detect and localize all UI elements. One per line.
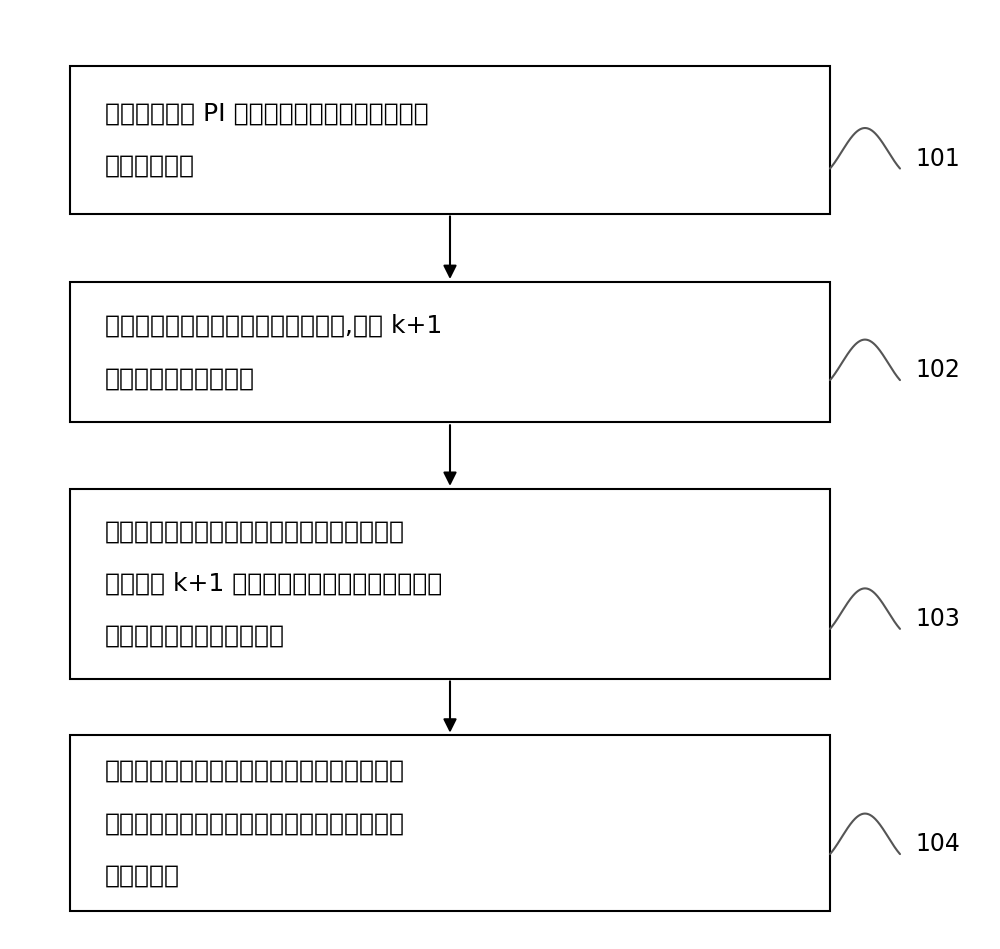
Text: 时刻的定子磁链和转矩: 时刻的定子磁链和转矩 bbox=[105, 366, 255, 390]
Text: 103: 103 bbox=[915, 607, 960, 631]
Text: 成最优候选电压矢量，构建逆变器每个开关管: 成最优候选电压矢量，构建逆变器每个开关管 bbox=[105, 811, 405, 835]
Bar bbox=[70, 66, 830, 214]
Text: 的驱动信号: 的驱动信号 bbox=[105, 864, 180, 887]
Text: 链目标函数和转矩目标函数: 链目标函数和转矩目标函数 bbox=[105, 623, 285, 648]
Text: 磁链幅值指令: 磁链幅值指令 bbox=[105, 154, 195, 178]
Text: 到的预测 k+1 时刻的定子磁链和转矩，构造磁: 到的预测 k+1 时刻的定子磁链和转矩，构造磁 bbox=[105, 571, 442, 596]
Text: 104: 104 bbox=[915, 832, 960, 856]
Text: 根据计算得到的定子磁链和定子电流,预测 k+1: 根据计算得到的定子磁链和定子电流,预测 k+1 bbox=[105, 314, 442, 338]
Bar bbox=[70, 282, 830, 422]
Text: 根据得到的转矩指令和磁链幅值指令，以及得: 根据得到的转矩指令和磁链幅值指令，以及得 bbox=[105, 519, 405, 544]
Text: 102: 102 bbox=[915, 359, 960, 382]
Text: 根据外环转速 PI 调节器，得到转矩指令，设定: 根据外环转速 PI 调节器，得到转矩指令，设定 bbox=[105, 102, 429, 126]
Text: 101: 101 bbox=[915, 147, 960, 171]
Bar bbox=[70, 735, 830, 911]
Bar bbox=[70, 489, 830, 679]
Text: 根据得到的磁链目标函数或转矩目标函数，生: 根据得到的磁链目标函数或转矩目标函数，生 bbox=[105, 759, 405, 783]
